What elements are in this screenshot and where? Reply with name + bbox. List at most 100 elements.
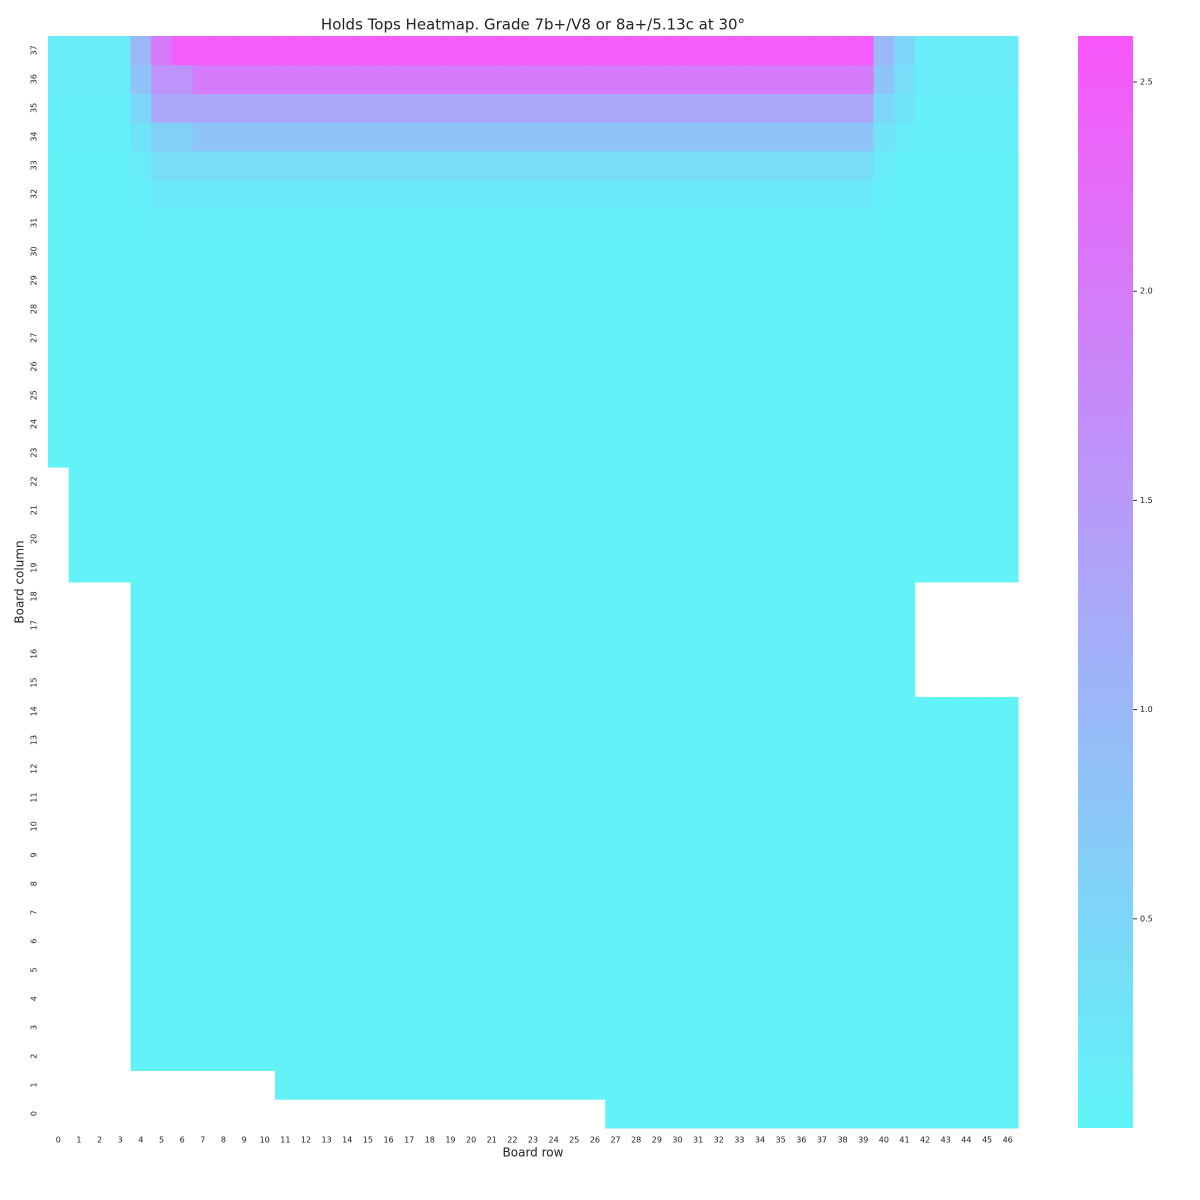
heatmap-cell	[894, 898, 916, 928]
heatmap-cell	[213, 208, 235, 238]
heatmap-cell	[316, 380, 338, 411]
heatmap-cell	[481, 150, 503, 181]
heatmap-cell	[956, 898, 978, 928]
heatmap-cell	[563, 898, 586, 928]
heatmap-cell	[997, 495, 1019, 526]
heatmap-cell	[213, 64, 235, 94]
heatmap-cell	[151, 380, 173, 411]
heatmap-cell	[976, 323, 998, 353]
heatmap-cell	[481, 1013, 503, 1043]
heatmap-cell	[419, 840, 441, 870]
heatmap-cell	[646, 122, 668, 152]
heatmap-cell	[729, 294, 751, 324]
heatmap-cell	[811, 265, 833, 296]
heatmap-cell	[192, 553, 214, 583]
heatmap-cell	[68, 122, 90, 152]
heatmap-cell	[336, 265, 359, 296]
x-tick-label: 1	[76, 1136, 81, 1145]
heatmap-cell	[295, 237, 317, 267]
heatmap-cell	[171, 265, 193, 296]
heatmap-cell	[440, 1013, 462, 1043]
heatmap-cell	[625, 150, 648, 181]
heatmap-cell	[914, 237, 936, 267]
heatmap-cell	[811, 1099, 833, 1129]
heatmap-cell	[956, 783, 978, 813]
heatmap-cell	[419, 811, 441, 842]
heatmap-cell	[914, 754, 936, 784]
heatmap-cell	[584, 323, 606, 353]
heatmap-cell	[295, 668, 317, 698]
heatmap-cell	[522, 553, 544, 583]
heatmap-cell	[914, 553, 936, 583]
heatmap-cell	[398, 524, 420, 554]
x-tick-label: 5	[159, 1136, 164, 1145]
heatmap-cell	[336, 179, 359, 209]
heatmap-cell	[894, 380, 916, 411]
heatmap-cell	[646, 208, 668, 238]
heatmap-cell	[336, 36, 359, 66]
heatmap-cell	[440, 409, 462, 439]
heatmap-cell	[625, 438, 648, 468]
y-tick-label: 24	[30, 419, 39, 429]
heatmap-cell	[502, 36, 524, 66]
heatmap-cell	[852, 725, 875, 755]
heatmap-cell	[543, 179, 565, 209]
heatmap-cell	[357, 898, 379, 928]
heatmap-cell	[89, 323, 111, 353]
heatmap-cell	[873, 553, 895, 583]
heatmap-cell	[316, 93, 338, 123]
heatmap-cell	[873, 955, 895, 985]
heatmap-cell	[873, 1013, 895, 1043]
heatmap-cell	[357, 64, 379, 94]
heatmap-cell	[522, 93, 544, 123]
heatmap-cell	[811, 696, 833, 727]
heatmap-cell	[440, 783, 462, 813]
heatmap-cell	[914, 1041, 936, 1072]
heatmap-cell	[502, 783, 524, 813]
heatmap-cell	[997, 265, 1019, 296]
heatmap-cell	[914, 409, 936, 439]
heatmap-cell	[667, 783, 689, 813]
heatmap-cell	[749, 783, 771, 813]
heatmap-cell	[440, 294, 462, 324]
heatmap-cell	[832, 93, 854, 123]
heatmap-cell	[605, 783, 627, 813]
heatmap-cell	[357, 323, 379, 353]
heatmap-cell	[729, 122, 751, 152]
heatmap-cell	[213, 869, 235, 899]
heatmap-cell	[935, 294, 957, 324]
heatmap-cell	[233, 898, 255, 928]
heatmap-cell	[790, 668, 813, 698]
heatmap-cell	[336, 524, 359, 554]
heatmap-cell	[233, 93, 255, 123]
heatmap-cell	[89, 352, 111, 382]
heatmap-cell	[625, 237, 648, 267]
heatmap-cell	[522, 811, 544, 842]
heatmap-cell	[171, 553, 193, 583]
heatmap-cell	[213, 409, 235, 439]
heatmap-cell	[997, 122, 1019, 152]
heatmap-cell	[749, 1041, 771, 1072]
heatmap-cell	[563, 93, 586, 123]
heatmap-cell	[378, 811, 400, 842]
heatmap-cell	[502, 438, 524, 468]
heatmap-cell	[543, 696, 565, 727]
heatmap-cell	[976, 208, 998, 238]
heatmap-cell	[873, 294, 895, 324]
heatmap-cell	[543, 294, 565, 324]
heatmap-cell	[956, 840, 978, 870]
heatmap-cell	[997, 898, 1019, 928]
heatmap-cell	[151, 811, 173, 842]
heatmap-cell	[646, 668, 668, 698]
heatmap-cell	[522, 438, 544, 468]
heatmap-cell	[171, 582, 193, 612]
heatmap-cell	[935, 323, 957, 353]
heatmap-cell	[997, 984, 1019, 1014]
heatmap-cell	[419, 179, 441, 209]
heatmap-cell	[646, 984, 668, 1014]
heatmap-cell	[646, 783, 668, 813]
heatmap-cell	[295, 524, 317, 554]
heatmap-cell	[440, 582, 462, 612]
x-tick-label: 4	[138, 1136, 143, 1145]
heatmap-cell	[48, 93, 70, 123]
